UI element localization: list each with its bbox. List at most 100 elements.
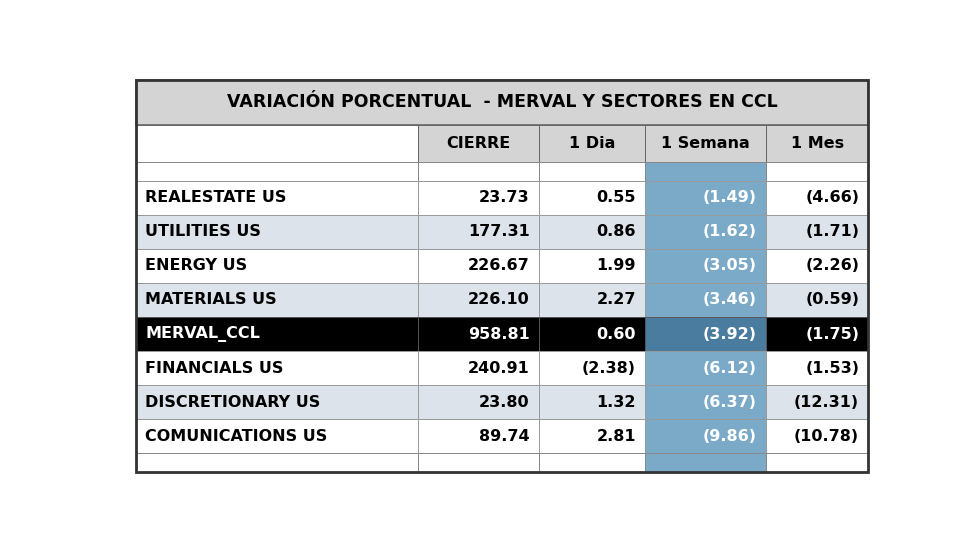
Bar <box>136 419 418 453</box>
Text: (3.05): (3.05) <box>703 259 757 274</box>
Bar <box>765 351 868 385</box>
Text: 1.99: 1.99 <box>597 259 636 274</box>
Bar <box>645 385 765 419</box>
Text: COMUNICATIONS US: COMUNICATIONS US <box>145 429 327 443</box>
Text: (2.38): (2.38) <box>582 360 636 376</box>
Bar <box>136 215 418 249</box>
Text: (2.26): (2.26) <box>806 259 859 274</box>
Bar <box>765 125 868 162</box>
Text: 1.32: 1.32 <box>597 395 636 410</box>
Bar <box>539 162 645 181</box>
Bar <box>136 162 418 181</box>
Bar <box>539 453 645 472</box>
Text: (1.71): (1.71) <box>806 224 859 240</box>
Bar <box>539 181 645 215</box>
Bar <box>765 215 868 249</box>
Text: (0.59): (0.59) <box>806 293 859 307</box>
Bar <box>418 317 539 351</box>
Bar <box>645 419 765 453</box>
Text: CIERRE: CIERRE <box>446 136 511 151</box>
Bar <box>136 80 868 125</box>
Text: (1.49): (1.49) <box>703 190 757 205</box>
Bar <box>136 181 418 215</box>
Text: DISCRETIONARY US: DISCRETIONARY US <box>145 395 320 410</box>
Bar <box>539 351 645 385</box>
Text: (4.66): (4.66) <box>806 190 859 205</box>
Bar <box>136 125 418 162</box>
Bar <box>418 249 539 283</box>
Bar <box>645 162 765 181</box>
Text: VARIACIÓN PORCENTUAL  - MERVAL Y SECTORES EN CCL: VARIACIÓN PORCENTUAL - MERVAL Y SECTORES… <box>227 93 777 111</box>
Text: ENERGY US: ENERGY US <box>145 259 247 274</box>
Bar <box>418 162 539 181</box>
Bar <box>418 283 539 317</box>
Bar <box>539 249 645 283</box>
Text: 240.91: 240.91 <box>468 360 530 376</box>
Text: 1 Dia: 1 Dia <box>568 136 615 151</box>
Bar <box>765 283 868 317</box>
Bar <box>645 215 765 249</box>
Bar <box>539 283 645 317</box>
Bar <box>645 317 765 351</box>
Text: (1.53): (1.53) <box>806 360 859 376</box>
Bar <box>645 125 765 162</box>
Text: 226.10: 226.10 <box>468 293 530 307</box>
Bar <box>765 249 868 283</box>
Bar <box>765 317 868 351</box>
Bar <box>136 385 418 419</box>
Text: (3.92): (3.92) <box>703 326 757 341</box>
Bar <box>645 453 765 472</box>
Text: REALESTATE US: REALESTATE US <box>145 190 287 205</box>
Bar <box>645 283 765 317</box>
Bar <box>418 215 539 249</box>
Text: 226.67: 226.67 <box>468 259 530 274</box>
Bar <box>539 317 645 351</box>
Bar <box>418 385 539 419</box>
Text: MERVAL_CCL: MERVAL_CCL <box>145 326 260 342</box>
Text: (1.62): (1.62) <box>703 224 757 240</box>
Bar <box>418 419 539 453</box>
Bar <box>418 125 539 162</box>
Bar <box>136 351 418 385</box>
Bar <box>136 453 418 472</box>
Bar <box>539 419 645 453</box>
Bar <box>539 215 645 249</box>
Text: 958.81: 958.81 <box>468 326 530 341</box>
Text: 2.81: 2.81 <box>597 429 636 443</box>
Text: 0.55: 0.55 <box>597 190 636 205</box>
Text: (12.31): (12.31) <box>794 395 859 410</box>
Bar <box>645 181 765 215</box>
Text: 23.80: 23.80 <box>479 395 530 410</box>
Text: 1 Semana: 1 Semana <box>662 136 750 151</box>
Bar <box>136 283 418 317</box>
Bar <box>136 317 418 351</box>
Bar <box>765 181 868 215</box>
Text: MATERIALS US: MATERIALS US <box>145 293 277 307</box>
Bar <box>539 125 645 162</box>
Text: 0.86: 0.86 <box>597 224 636 240</box>
Text: (1.75): (1.75) <box>806 326 859 341</box>
Text: 2.27: 2.27 <box>597 293 636 307</box>
Bar <box>418 181 539 215</box>
Bar <box>765 162 868 181</box>
Text: 177.31: 177.31 <box>468 224 530 240</box>
Text: FINANCIALS US: FINANCIALS US <box>145 360 283 376</box>
Text: (10.78): (10.78) <box>794 429 859 443</box>
Bar <box>765 419 868 453</box>
Bar <box>539 385 645 419</box>
Text: (3.46): (3.46) <box>703 293 757 307</box>
Bar <box>136 249 418 283</box>
Text: 89.74: 89.74 <box>479 429 530 443</box>
Text: 0.60: 0.60 <box>597 326 636 341</box>
Bar <box>645 249 765 283</box>
Bar <box>418 453 539 472</box>
Text: (6.37): (6.37) <box>703 395 757 410</box>
Text: 23.73: 23.73 <box>479 190 530 205</box>
Text: 1 Mes: 1 Mes <box>791 136 844 151</box>
Bar <box>765 453 868 472</box>
Bar <box>765 385 868 419</box>
Text: (6.12): (6.12) <box>703 360 757 376</box>
Text: UTILITIES US: UTILITIES US <box>145 224 261 240</box>
Bar <box>645 351 765 385</box>
Bar <box>418 351 539 385</box>
